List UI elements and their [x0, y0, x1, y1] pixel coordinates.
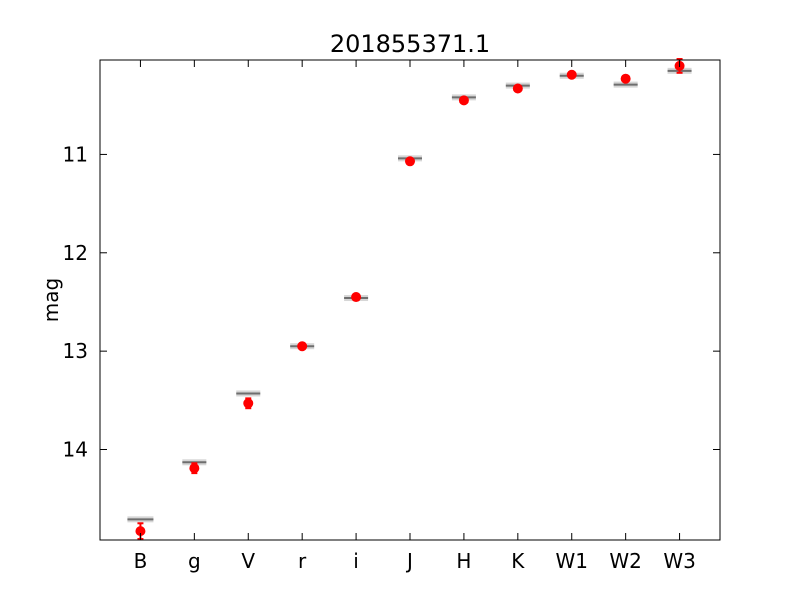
x-tick-label: g: [188, 549, 201, 573]
data-point-5: [405, 156, 415, 167]
data-points: [135, 58, 685, 541]
y-tick-label: 12: [63, 241, 88, 265]
x-tick-label: H: [456, 549, 471, 573]
chart-title: 201855371.1: [330, 30, 490, 58]
x-tick-label: r: [298, 549, 307, 573]
x-tick-label: V: [241, 549, 255, 573]
model-markers: [127, 67, 692, 523]
data-point-4: [351, 292, 362, 303]
x-tick-label: i: [353, 549, 359, 573]
data-point-1: [189, 463, 200, 474]
data-point-2: [243, 398, 254, 409]
x-tick-label: B: [134, 549, 148, 573]
x-tick-label: K: [511, 549, 525, 573]
y-tick-label: 13: [63, 339, 88, 363]
data-point-7: [512, 83, 523, 94]
y-tick-label: 14: [63, 438, 88, 462]
plot-frame: [99, 59, 721, 541]
y-axis-label: mag: [39, 278, 63, 322]
x-tick-label: W3: [663, 549, 696, 573]
y-tick-label: 11: [63, 142, 88, 166]
data-point-8: [566, 69, 577, 80]
data-point-3: [297, 341, 308, 352]
data-point-6: [458, 95, 469, 106]
data-point-9: [620, 73, 631, 84]
x-tick-label: W1: [555, 549, 588, 573]
x-tick-label: W2: [609, 549, 642, 573]
x-tick-label: J: [405, 549, 413, 573]
